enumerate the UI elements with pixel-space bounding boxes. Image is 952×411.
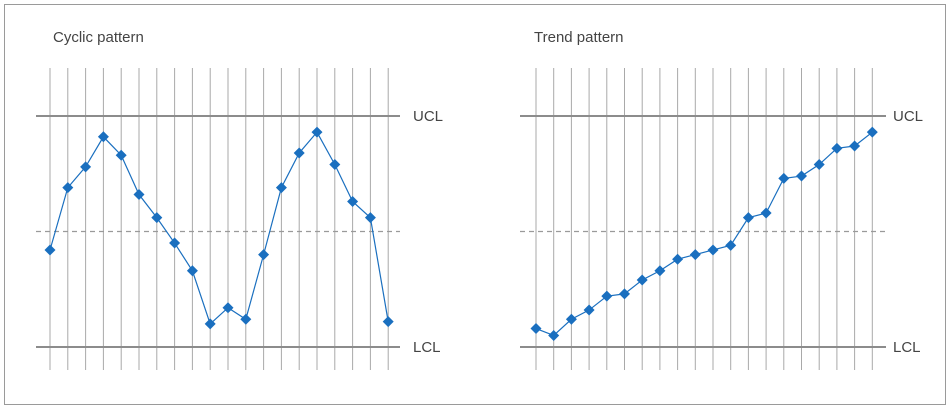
trend-data-point xyxy=(672,253,684,265)
cyclic-data-point xyxy=(44,244,56,256)
cyclic-data-point xyxy=(97,131,109,143)
trend-ucl-label: UCL xyxy=(893,108,923,125)
cyclic-series-line xyxy=(49,131,389,325)
cyclic-data-point xyxy=(80,161,92,173)
cyclic-lcl-label: LCL xyxy=(413,339,441,356)
trend-data-point xyxy=(813,159,825,171)
cyclic-data-point xyxy=(222,302,234,314)
trend-data-point xyxy=(689,249,701,261)
trend-data-point xyxy=(636,274,648,286)
cyclic-data-point xyxy=(133,189,145,201)
cyclic-data-point xyxy=(275,182,287,194)
cyclic-data-point xyxy=(311,126,323,138)
trend-data-point xyxy=(760,207,772,219)
trend-data-point xyxy=(548,329,560,341)
trend-data-point xyxy=(831,142,843,154)
figure-frame xyxy=(4,4,946,405)
trend-data-point xyxy=(866,126,878,138)
cyclic-data-point xyxy=(258,249,270,261)
cyclic-data-point xyxy=(364,212,376,224)
cyclic-data-point xyxy=(329,159,341,171)
cyclic-data-point xyxy=(115,149,127,161)
trend-data-point xyxy=(601,290,613,302)
cyclic-data-point xyxy=(151,212,163,224)
cyclic-data-point xyxy=(62,182,74,194)
cyclic-data-point xyxy=(240,313,252,325)
cyclic-ucl-label: UCL xyxy=(413,108,443,125)
cyclic-data-point xyxy=(204,318,216,330)
cyclic-title: Cyclic pattern xyxy=(53,29,144,46)
trend-data-point xyxy=(725,239,737,251)
trend-title: Trend pattern xyxy=(534,29,624,46)
trend-data-point xyxy=(530,323,542,335)
cyclic-data-point xyxy=(169,237,181,249)
trend-data-point xyxy=(619,288,630,300)
trend-data-point xyxy=(707,244,719,256)
trend-data-point xyxy=(849,140,861,152)
trend-data-point xyxy=(654,265,666,277)
cyclic-data-point xyxy=(347,195,359,207)
trend-data-point xyxy=(778,172,790,184)
trend-data-point xyxy=(742,212,754,224)
cyclic-data-point xyxy=(382,316,394,328)
cyclic-data-point xyxy=(186,265,198,277)
trend-data-point xyxy=(583,304,595,316)
trend-data-point xyxy=(796,170,807,182)
trend-lcl-label: LCL xyxy=(893,339,921,356)
cyclic-data-point xyxy=(293,147,305,159)
trend-data-point xyxy=(565,313,577,325)
